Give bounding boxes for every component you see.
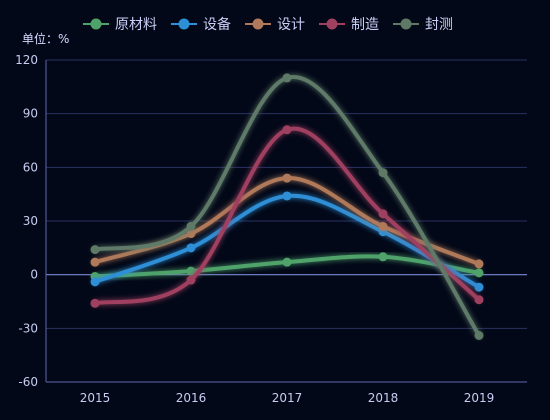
data-point[interactable] xyxy=(90,257,100,267)
y-tick-label: 90 xyxy=(23,107,38,121)
legend-label: 制造 xyxy=(351,17,379,33)
y-tick-label: 30 xyxy=(23,214,38,228)
data-point[interactable] xyxy=(474,330,484,340)
legend-label: 设计 xyxy=(277,17,305,33)
data-point[interactable] xyxy=(282,73,292,83)
data-point[interactable] xyxy=(474,295,484,305)
x-tick-label: 2018 xyxy=(368,391,399,405)
legend-item[interactable]: 设备 xyxy=(171,16,231,33)
y-unit-label: 单位：% xyxy=(22,31,69,46)
legend-label: 原材料 xyxy=(115,17,157,33)
grid xyxy=(46,59,527,383)
data-point[interactable] xyxy=(90,298,100,308)
data-point[interactable] xyxy=(186,266,196,276)
legend-item[interactable]: 制造 xyxy=(319,17,379,33)
data-point[interactable] xyxy=(378,209,388,219)
legend-marker-icon xyxy=(400,18,412,30)
series-line[interactable] xyxy=(93,126,481,306)
data-point[interactable] xyxy=(378,168,388,178)
legend-label: 封测 xyxy=(425,17,453,33)
data-point[interactable] xyxy=(282,173,292,183)
data-point[interactable] xyxy=(474,259,484,269)
series-group xyxy=(90,73,484,340)
y-tick-label: 120 xyxy=(15,53,38,67)
x-tick-label: 2017 xyxy=(272,391,303,405)
x-tick-label: 2015 xyxy=(80,391,111,405)
data-point[interactable] xyxy=(378,221,388,231)
data-point[interactable] xyxy=(186,275,196,285)
data-point[interactable] xyxy=(186,243,196,253)
x-tick-label: 2019 xyxy=(464,391,495,405)
data-point[interactable] xyxy=(186,221,196,231)
y-tick-label: -30 xyxy=(18,321,38,335)
data-point[interactable] xyxy=(474,268,484,278)
y-tick-label: -60 xyxy=(18,375,38,389)
legend-marker-icon xyxy=(90,18,102,30)
legend-marker-icon xyxy=(252,18,264,30)
legend-item[interactable]: 封测 xyxy=(393,17,453,33)
legend-label: 设备 xyxy=(203,16,231,33)
data-point[interactable] xyxy=(282,191,292,201)
series-5[interactable] xyxy=(90,73,484,340)
data-point[interactable] xyxy=(378,252,388,262)
series-2[interactable] xyxy=(90,191,484,292)
data-point[interactable] xyxy=(282,257,292,267)
data-point[interactable] xyxy=(186,229,196,239)
y-tick-label: 60 xyxy=(23,160,38,174)
legend-item[interactable]: 设计 xyxy=(245,17,305,33)
axes: -60 -30 0 30 60 90 120 2015 2016 2017 2018 2019 xyxy=(15,53,527,405)
data-point[interactable] xyxy=(90,277,100,287)
data-point[interactable] xyxy=(474,282,484,292)
legend-marker-icon xyxy=(326,18,338,30)
legend[interactable]: 原材料 设备 设计 制造 封测 xyxy=(83,16,453,33)
data-point[interactable] xyxy=(282,125,292,135)
y-tick-label: 0 xyxy=(30,268,38,282)
series-4[interactable] xyxy=(90,125,484,308)
legend-marker-icon xyxy=(178,18,190,30)
data-point[interactable] xyxy=(90,245,100,255)
x-tick-label: 2016 xyxy=(176,391,207,405)
legend-item[interactable]: 原材料 xyxy=(83,17,157,33)
